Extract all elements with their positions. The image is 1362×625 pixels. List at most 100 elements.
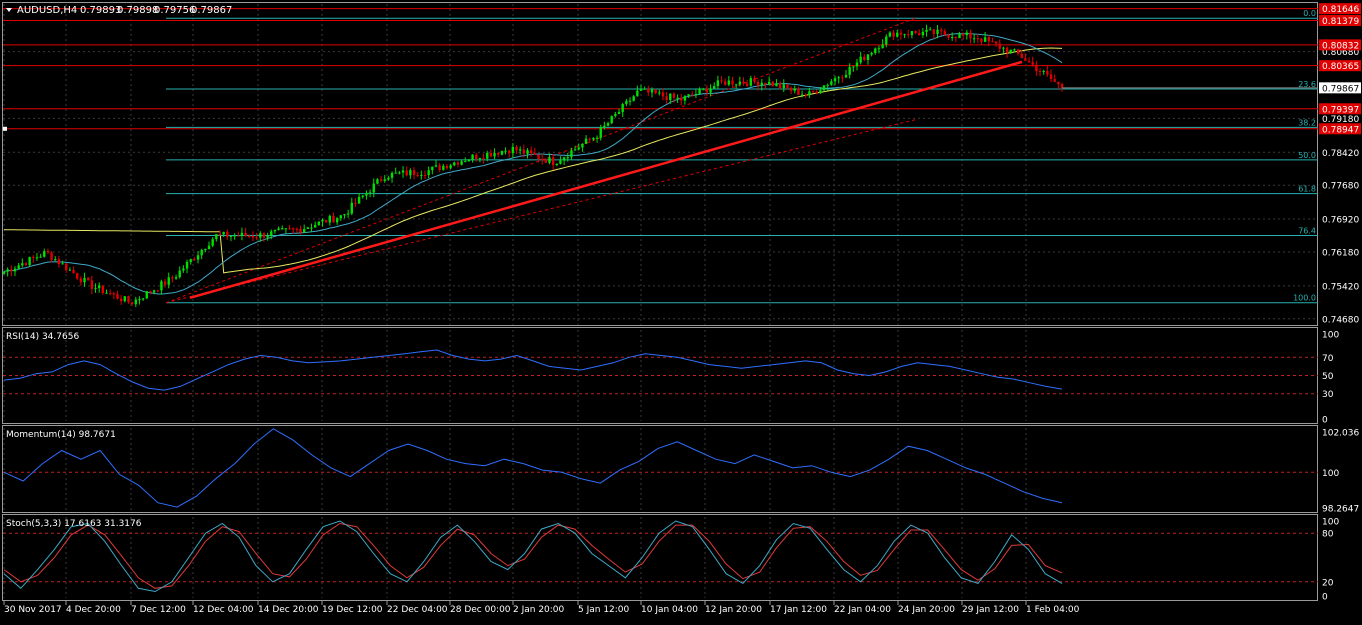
candle-body	[130, 302, 134, 305]
candle-body	[903, 34, 906, 36]
candle-body	[789, 87, 793, 91]
candle-body	[859, 56, 862, 63]
time-tick-label: 22 Jan 04:00	[834, 605, 891, 615]
fib-level-label: 61.8	[1298, 185, 1316, 194]
candle-body	[606, 123, 610, 126]
candle-body	[658, 92, 661, 94]
chart-menu-triangle-icon[interactable]	[6, 8, 12, 12]
time-tick-label: 4 Dec 20:00	[66, 605, 121, 615]
candle-body	[50, 252, 53, 260]
time-tick-label: 12 Jan 20:00	[705, 605, 762, 615]
indicator-tick-label: 102.036	[1322, 429, 1359, 439]
trend-line[interactable]	[189, 60, 1023, 300]
candle-body	[643, 88, 646, 90]
candle-body	[449, 165, 452, 169]
candle-body	[734, 84, 738, 86]
candle-body	[478, 158, 482, 160]
candle-body	[932, 29, 936, 34]
trend-channel[interactable]	[165, 17, 916, 304]
current-price-box	[1319, 82, 1361, 94]
candle-body	[383, 179, 386, 181]
fib-level-label: 100.0	[1293, 294, 1316, 303]
candle-body	[464, 161, 467, 163]
candle-body	[720, 80, 723, 82]
panel-frames	[2, 2, 1318, 601]
slow-moving-average	[3, 47, 1063, 274]
horizontal-lines[interactable]	[3, 8, 1318, 131]
candle-body	[742, 81, 745, 84]
candle-body	[808, 91, 811, 96]
candle-body	[1060, 84, 1064, 88]
candle-body	[295, 228, 299, 230]
candle-body	[160, 281, 163, 291]
candle-body	[57, 259, 61, 265]
candle-body	[584, 138, 588, 144]
candle-body	[171, 277, 174, 279]
indicator-tick-label: 50	[1322, 372, 1334, 382]
time-tick-label: 1 Feb 04:00	[1026, 605, 1080, 615]
candle-body	[786, 84, 789, 88]
candle-body	[533, 153, 537, 155]
candle-body	[881, 44, 884, 49]
candle-body	[306, 227, 310, 229]
candle-body	[101, 285, 105, 294]
chart-header: AUDUSD,H4 0.79893 0.79898 0.79756 0.7986…	[6, 5, 232, 16]
candle-body	[1035, 64, 1038, 72]
price-tag-label: 0.81379	[1322, 17, 1359, 27]
candle-body	[141, 298, 145, 300]
stochastic-label: Stoch(5,3,3) 17.6163 31.3176	[6, 519, 142, 529]
candle-body	[83, 277, 86, 283]
price-tick-label: 0.79180	[1322, 115, 1359, 125]
candle-body	[493, 153, 496, 157]
time-tick-label: 10 Jan 04:00	[641, 605, 698, 615]
candle-body	[716, 80, 720, 87]
candle-body	[636, 90, 639, 97]
candle-body	[43, 251, 46, 257]
candle-body	[237, 235, 240, 237]
time-tick-label: 14 Dec 20:00	[258, 605, 319, 615]
candle-body	[127, 296, 130, 303]
candle-body	[570, 150, 573, 158]
candle-body	[431, 166, 434, 171]
price-tag-box	[1319, 3, 1361, 15]
price-tag-box	[1319, 39, 1361, 51]
candle-body	[138, 299, 141, 301]
price-tick-label: 0.76920	[1322, 216, 1359, 226]
candle-body	[90, 280, 94, 289]
candle-body	[529, 150, 533, 154]
fib-level-label: 38.2	[1298, 118, 1316, 127]
candle-body	[215, 234, 218, 240]
candle-body	[577, 147, 580, 150]
candle-body	[907, 34, 910, 36]
candle-body	[848, 67, 851, 75]
candle-body	[196, 255, 200, 260]
candle-body	[6, 269, 9, 272]
candle-body	[471, 154, 474, 160]
indicator-tick-label: 70	[1322, 354, 1334, 364]
candle-body	[434, 165, 438, 167]
candle-body	[17, 265, 20, 269]
price-tag-box	[1319, 103, 1361, 115]
candle-body	[182, 268, 185, 271]
rsi-label: RSI(14) 34.7656	[6, 332, 79, 342]
candle-body	[745, 83, 749, 86]
candle-body	[259, 233, 262, 238]
time-tick-label: 30 Nov 2017	[4, 605, 62, 615]
candle-body	[339, 215, 343, 219]
candle-body	[412, 170, 416, 175]
candle-body	[702, 88, 705, 90]
candle-body	[837, 77, 840, 79]
candle-body	[233, 235, 236, 237]
candle-body	[815, 91, 818, 94]
candle-body	[116, 293, 119, 299]
candle-body	[475, 154, 478, 160]
candle-body	[299, 228, 302, 233]
candle-body	[830, 81, 833, 85]
fast-ma-line	[3, 32, 1063, 295]
fibonacci-retracement[interactable]: 0.0 23.6 38.2 50.0 61.8 76.4 100.0	[166, 9, 1318, 304]
candle-body	[200, 249, 203, 256]
candle-body	[518, 149, 522, 151]
